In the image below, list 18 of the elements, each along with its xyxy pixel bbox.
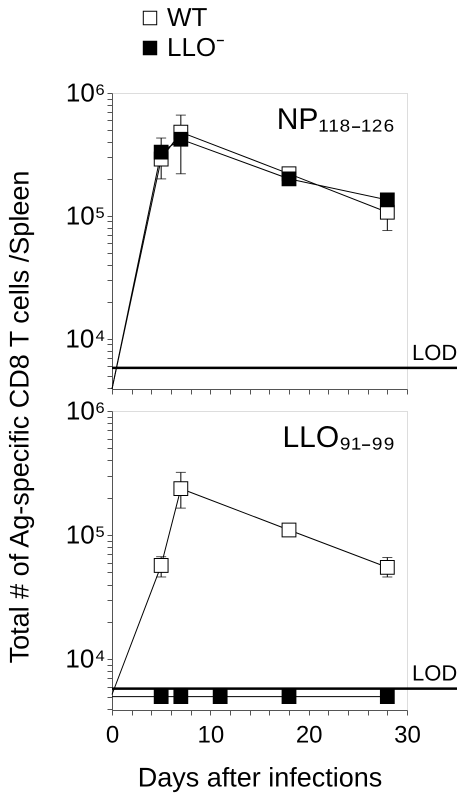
- legend-label: WT: [167, 2, 208, 32]
- chart-title: LLO₉₁₋₉₉: [282, 421, 395, 454]
- y-tick-label: 10⁴: [65, 323, 106, 354]
- chart-title: NP₁₁₈₋₁₂₆: [276, 103, 395, 136]
- x-tick-label: 0: [106, 722, 120, 748]
- ref-line-label: LOD: [412, 340, 458, 365]
- y-tick-label: 10⁶: [66, 78, 106, 108]
- x-tick-label: 20: [296, 722, 323, 748]
- y-tick-label: 10⁵: [66, 520, 106, 550]
- y-tick-label: 10⁶: [66, 396, 106, 426]
- legend-label: LLO⁻: [167, 32, 226, 62]
- x-tick-label: 30: [394, 722, 421, 748]
- x-tick-label: 10: [197, 722, 224, 748]
- y-axis-title: Total # of Ag-specific CD8 T cells /Spleen: [4, 170, 34, 664]
- y-tick-label: 10⁴: [65, 644, 106, 674]
- y-tick-label: 10⁵: [66, 200, 106, 230]
- x-axis-title: Days after infections: [138, 762, 382, 792]
- ref-line-label: LOD: [412, 660, 458, 686]
